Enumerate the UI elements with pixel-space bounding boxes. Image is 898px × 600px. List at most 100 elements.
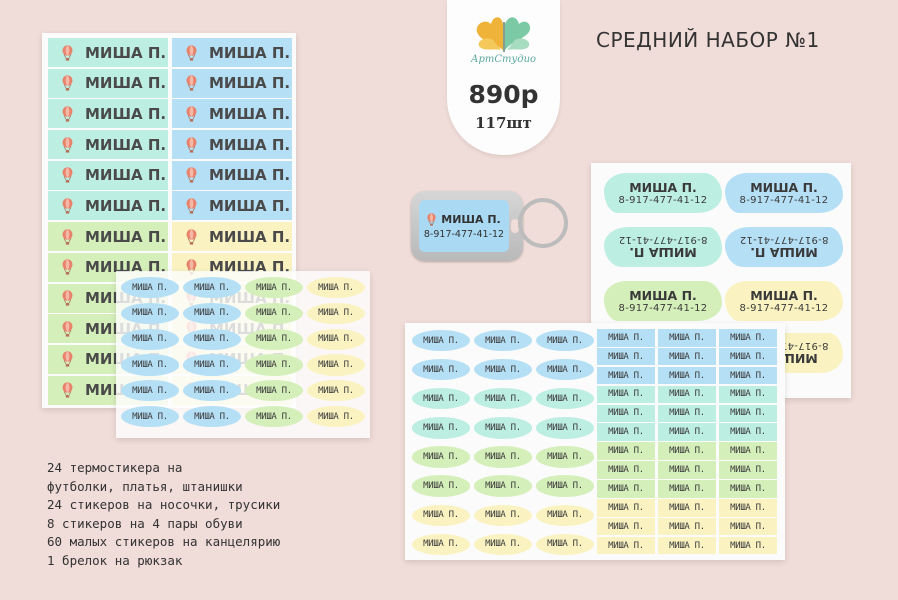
description-line: 24 термостикера на (47, 460, 183, 475)
sock-sticker: МИША П. (183, 354, 241, 376)
clothing-sticker: МИША П. (172, 222, 292, 252)
stationery-rect-sticker: МИША П. (597, 480, 655, 498)
hot-air-balloon-icon (62, 44, 73, 61)
sticker-name: МИША П. (85, 227, 167, 246)
butterfly-logo-icon (476, 17, 531, 52)
shoe-sticker-phone: 8-917-477-41-12 (739, 194, 829, 206)
shoe-sticker: МИША П.8-917-477-41-12 (725, 281, 843, 321)
stationery-rect-sticker: МИША П. (658, 423, 716, 441)
hot-air-balloon-icon (62, 320, 73, 337)
sticker-name: МИША П. (85, 135, 167, 154)
stationery-oval-sticker: МИША П. (536, 504, 594, 526)
stationery-oval-sticker: МИША П. (536, 388, 594, 410)
hot-air-balloon-icon (427, 212, 436, 226)
quantity: 117шт (475, 114, 532, 132)
sock-sticker: МИША П. (183, 302, 241, 325)
stationery-oval-sticker: МИША П. (412, 388, 470, 410)
stationery-oval-sticker: МИША П. (474, 446, 532, 468)
set-description: 24 термостикера на футболки, платья, шта… (47, 459, 280, 571)
stationery-oval-sticker: МИША П. (412, 504, 470, 526)
stationery-rect-sticker: МИША П. (597, 404, 655, 423)
shoe-sticker-phone: 8-917-477-41-12 (739, 302, 829, 314)
hot-air-balloon-icon (186, 136, 197, 153)
shoe-sticker: МИША П.8-917-477-41-12 (725, 173, 843, 213)
stationery-rect-sticker: МИША П. (658, 461, 716, 479)
stationery-rect-sticker: МИША П. (658, 536, 716, 555)
clothing-sticker: МИША П. (172, 68, 292, 98)
stationery-oval-sticker: МИША П. (474, 388, 532, 410)
stationery-rect-grid: МИША П. МИША П. МИША П. МИША П. МИША П. МИША … (597, 329, 777, 555)
stationery-rect-sticker: МИША П. (597, 423, 655, 441)
stationery-rect-sticker: МИША П. (658, 517, 716, 536)
stationery-rect-sticker: МИША П. (597, 536, 655, 555)
sticker-name: МИША П. (85, 104, 167, 123)
sock-sticker: МИША П. (245, 405, 303, 428)
stationery-oval-sticker: МИША П. (536, 417, 594, 439)
description-line: 1 брелок на рюкзак (47, 552, 183, 568)
sock-sticker-sheet: МИША П. МИША П. МИША П. МИША П. МИША П. МИША … (116, 271, 370, 438)
stationery-rect-sticker: МИША П. (597, 385, 655, 404)
stationery-rect-sticker: МИША П. (658, 404, 716, 423)
stationery-rect-sticker: МИША П. (658, 366, 716, 385)
sock-sticker: МИША П. (307, 277, 365, 299)
hot-air-balloon-icon (62, 106, 73, 122)
stationery-oval-grid: МИША П. МИША П. МИША П. МИША П. МИША П. МИША … (412, 330, 594, 555)
shoe-sticker: МИША П.8-917-477-41-12 (604, 227, 722, 267)
stationery-oval-sticker: МИША П. (474, 475, 532, 497)
stationery-rect-sticker: МИША П. (658, 480, 716, 498)
stationery-oval-sticker: МИША П. (536, 533, 594, 555)
keychain-tag: МИША П. 8-917-477-41-12 (411, 191, 523, 261)
stationery-rect-sticker: МИША П. (597, 461, 655, 479)
sock-sticker: МИША П. (183, 380, 241, 402)
description-line: 8 стикеров на 4 пары обуви (47, 515, 243, 531)
sticker-name: МИША П. (85, 166, 167, 185)
hot-air-balloon-icon (62, 382, 73, 398)
sock-sticker: МИША П. (307, 405, 365, 428)
clothing-sticker: МИША П. (172, 130, 292, 160)
stationery-rect-sticker: МИША П. (597, 442, 655, 460)
sock-sticker: МИША П. (245, 380, 303, 402)
keychain-label: МИША П. 8-917-477-41-12 (419, 200, 509, 252)
clothing-sticker: МИША П. (172, 99, 292, 129)
sticker-name: МИША П. (209, 135, 291, 154)
stationery-rect-sticker: МИША П. (658, 329, 716, 347)
sticker-name: МИША П. (209, 74, 291, 93)
keychain-phone: 8-917-477-41-12 (423, 228, 505, 240)
clothing-sticker: МИША П. (48, 68, 168, 98)
stationery-rect-sticker: МИША П. (719, 499, 777, 517)
stationery-rect-sticker: МИША П. (597, 499, 655, 517)
sticker-name: МИША П. (209, 104, 291, 123)
brand-name: АртСтудио (470, 54, 537, 65)
stationery-rect-sticker: МИША П. (658, 442, 716, 460)
hot-air-balloon-icon (62, 136, 73, 153)
shoe-sticker: МИША П.8-917-477-41-12 (604, 173, 722, 213)
stationery-rect-sticker: МИША П. (597, 329, 655, 347)
clothing-sticker: МИША П. (172, 191, 292, 221)
sock-sticker: МИША П. (121, 354, 179, 376)
description-line: 60 малых стикеров на канцелярию (47, 534, 281, 550)
shoe-sticker-name: МИША П. (750, 287, 818, 303)
sock-sticker: МИША П. (183, 405, 241, 428)
stationery-rect-sticker: МИША П. (719, 480, 777, 498)
sock-sticker: МИША П. (307, 302, 365, 325)
description-line: футболки, платья, штанишки (47, 478, 243, 494)
stationery-rect-sticker: МИША П. (658, 385, 716, 404)
hot-air-balloon-icon (62, 351, 73, 367)
hot-air-balloon-icon (186, 75, 197, 91)
hot-air-balloon-icon (62, 290, 73, 306)
shoe-sticker-phone: 8-917-477-41-12 (618, 302, 708, 314)
stationery-oval-sticker: МИША П. (474, 417, 532, 439)
sock-sticker: МИША П. (245, 354, 303, 376)
hot-air-balloon-icon (62, 198, 73, 214)
sock-sticker: МИША П. (121, 302, 179, 325)
set-title: СРЕДНИЙ НАБОР №1 (596, 28, 820, 52)
sticker-name: МИША П. (209, 227, 291, 246)
stationery-oval-sticker: МИША П. (474, 504, 532, 526)
keychain-hole (511, 219, 519, 233)
stationery-oval-sticker: МИША П. (474, 330, 532, 352)
stationery-oval-sticker: МИША П. (536, 475, 594, 497)
price: 890р (468, 80, 539, 109)
stationery-rect-sticker: МИША П. (597, 366, 655, 385)
sticker-name: МИША П. (85, 196, 167, 215)
shoe-sticker-phone: 8-917-477-41-12 (739, 234, 829, 246)
